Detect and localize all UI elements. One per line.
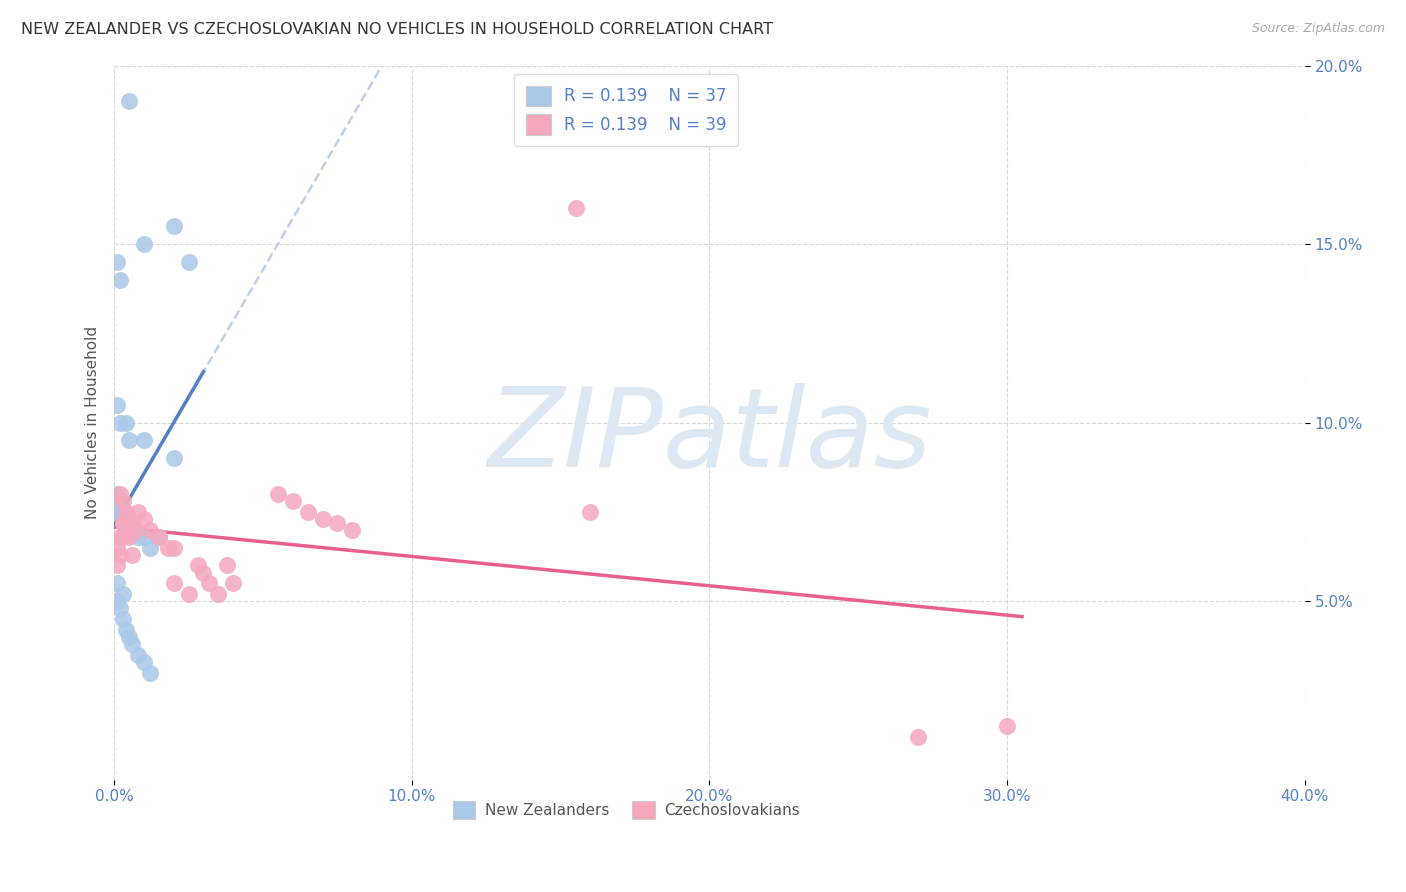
Point [112,494,135,508]
Point [115,523,138,537]
Point [267,487,290,501]
Point [118,523,141,537]
Point [139,523,162,537]
Point [105,398,128,412]
Point [108,487,131,501]
Point [186,558,208,573]
Point [342,523,364,537]
Point [108,530,131,544]
Point [112,612,135,626]
Point [112,516,135,530]
Point [124,523,146,537]
Point [297,505,319,519]
Point [163,219,186,234]
Point [118,512,141,526]
Point [132,434,155,448]
Point [163,576,186,591]
Text: ZIPatlas: ZIPatlas [488,384,932,491]
Point [148,530,170,544]
Point [124,523,146,537]
Point [163,541,186,555]
Point [108,601,131,615]
Point [118,630,141,644]
Point [115,623,138,637]
Point [115,416,138,430]
Point [127,505,149,519]
Point [127,648,149,662]
Point [118,530,141,544]
Point [177,255,200,269]
Point [108,548,131,562]
Point [105,558,128,573]
Point [108,494,131,508]
Point [105,594,128,608]
Point [115,505,138,519]
Point [139,541,162,555]
Point [222,576,245,591]
Point [132,237,155,252]
Point [121,516,143,530]
Point [193,566,215,580]
Point [163,451,186,466]
Point [105,487,128,501]
Point [177,587,200,601]
Point [127,530,149,544]
Point [112,587,135,601]
Y-axis label: No Vehicles in Household: No Vehicles in Household [86,326,100,519]
Point [118,95,141,109]
Point [132,512,155,526]
Point [105,576,128,591]
Point [156,541,179,555]
Point [112,505,135,519]
Point [217,558,239,573]
Point [115,512,138,526]
Point [105,541,128,555]
Legend: New Zealanders, Czechoslovakians: New Zealanders, Czechoslovakians [447,795,806,825]
Point [121,516,143,530]
Text: Source: ZipAtlas.com: Source: ZipAtlas.com [1251,22,1385,36]
Point [118,434,141,448]
Point [108,416,131,430]
Point [112,530,135,544]
Point [139,665,162,680]
Point [105,255,128,269]
Point [326,516,349,530]
Point [108,505,131,519]
Point [281,494,304,508]
Point [148,530,170,544]
Point [198,576,221,591]
Point [132,530,155,544]
Point [579,505,602,519]
Point [311,512,333,526]
Point [105,505,128,519]
Point [112,516,135,530]
Text: NEW ZEALANDER VS CZECHOSLOVAKIAN NO VEHICLES IN HOUSEHOLD CORRELATION CHART: NEW ZEALANDER VS CZECHOSLOVAKIAN NO VEHI… [21,22,773,37]
Point [132,655,155,669]
Point [207,587,229,601]
Point [995,719,1018,733]
Point [564,202,586,216]
Point [108,273,131,287]
Point [121,637,143,651]
Point [121,548,143,562]
Point [907,730,929,744]
